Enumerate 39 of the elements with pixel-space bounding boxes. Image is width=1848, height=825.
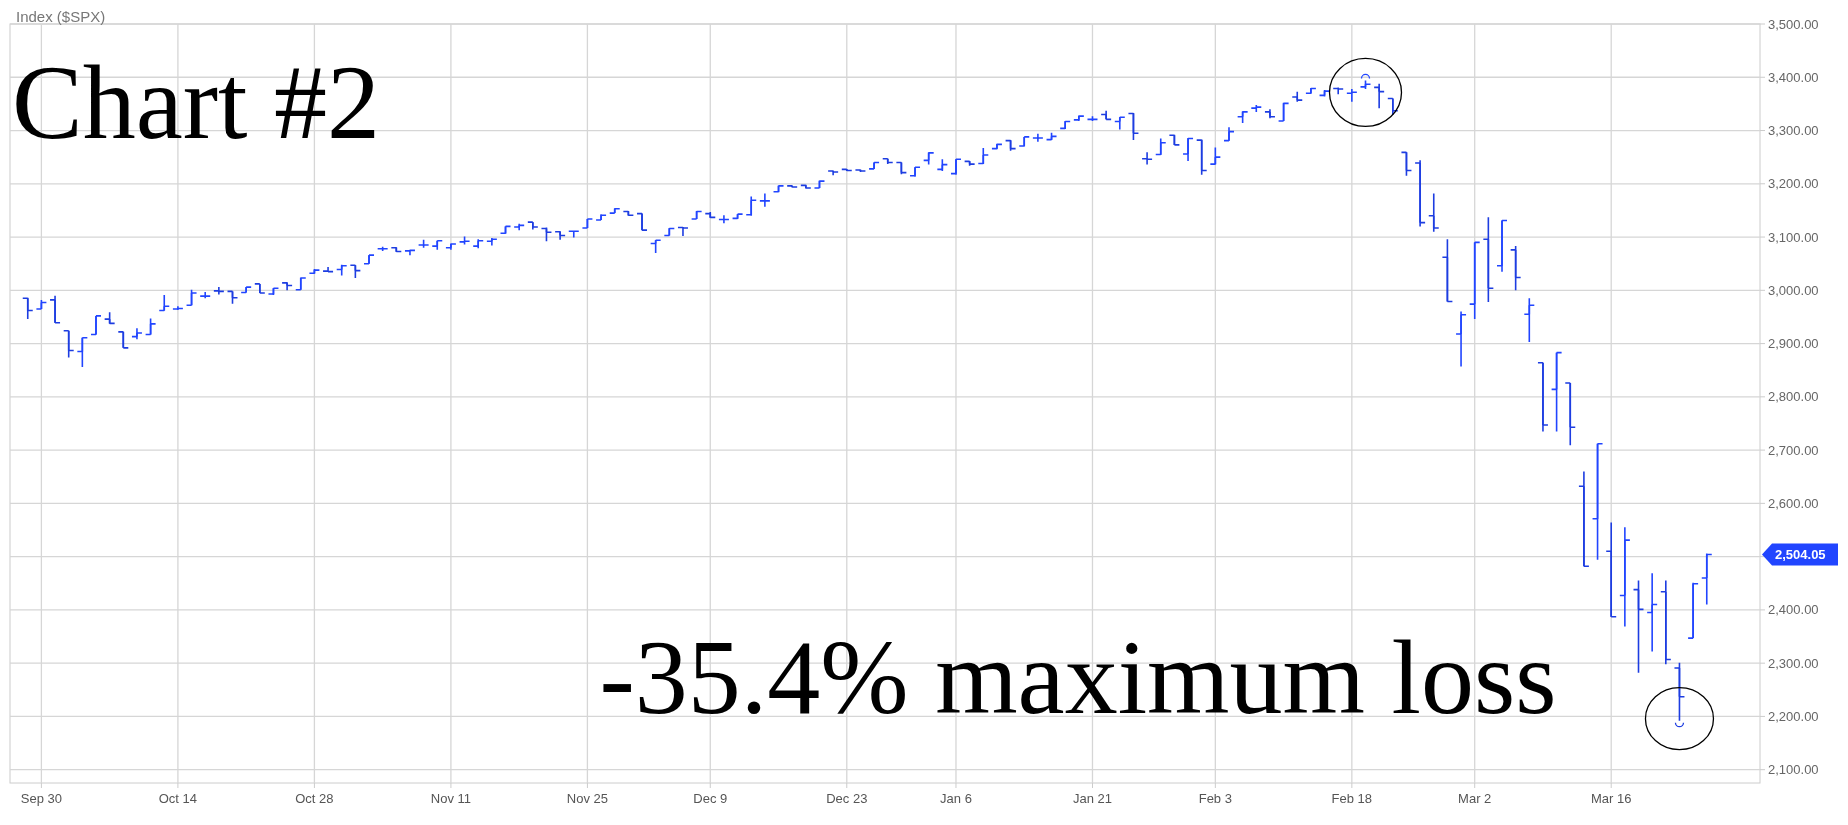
x-tick-label: Dec 23 <box>826 791 868 806</box>
y-tick-label: 2,300.00 <box>1768 655 1819 671</box>
annotation: Chart #2 <box>12 44 380 161</box>
x-tick-label: Dec 9 <box>693 791 728 806</box>
chart-title: Index ($SPX) <box>16 8 106 25</box>
candlestick <box>1032 132 1044 143</box>
candlestick <box>213 286 225 296</box>
y-tick-label: 2,900.00 <box>1768 336 1819 352</box>
x-tick-label: Sep 30 <box>20 791 62 806</box>
x-tick-label: Jan 21 <box>1072 791 1113 806</box>
y-tick-label: 3,200.00 <box>1768 176 1819 192</box>
y-tick-label: 3,500.00 <box>1768 16 1819 32</box>
x-tick-label: Oct 28 <box>295 791 334 806</box>
candlestick <box>718 214 730 224</box>
x-tick-label: Mar 16 <box>1590 791 1632 806</box>
y-tick-label: 3,300.00 <box>1768 123 1819 139</box>
x-tick-label: Nov 11 <box>430 791 472 806</box>
y-tick-label: 2,700.00 <box>1768 442 1819 458</box>
candlestick <box>458 235 471 246</box>
y-tick-label: 2,600.00 <box>1768 495 1819 511</box>
x-tick-label: Jan 6 <box>940 791 972 806</box>
x-tick-label: Feb 3 <box>1198 791 1232 806</box>
candlestick <box>759 192 771 208</box>
x-tick-label: Mar 2 <box>1458 791 1492 806</box>
x-tick-label: Oct 14 <box>158 791 198 806</box>
y-tick-label: 2,800.00 <box>1768 389 1819 405</box>
candlestick <box>131 327 143 341</box>
y-tick-label: 3,000.00 <box>1768 282 1819 298</box>
x-tick-label: Nov 25 <box>566 791 609 806</box>
y-tick-label: 2,200.00 <box>1768 708 1819 724</box>
x-tick-label: Feb 18 <box>1331 791 1373 806</box>
y-tick-label: 3,100.00 <box>1768 229 1819 245</box>
candlestick <box>1346 88 1358 103</box>
y-tick-label: 3,400.00 <box>1768 69 1819 85</box>
annotation: -35.4% maximum loss <box>599 619 1557 736</box>
y-tick-label: 2,400.00 <box>1768 602 1819 618</box>
candlestick <box>1141 151 1153 166</box>
y-tick-label: 2,100.00 <box>1768 762 1819 778</box>
text: 2,504.05 <box>1775 547 1826 563</box>
